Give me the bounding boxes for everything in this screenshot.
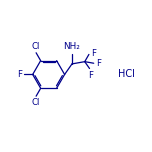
Text: F: F	[96, 59, 101, 68]
Text: F: F	[91, 49, 96, 58]
Text: F: F	[17, 70, 22, 79]
Text: Cl: Cl	[32, 98, 40, 107]
Text: HCl: HCl	[118, 69, 135, 79]
Text: Cl: Cl	[31, 42, 40, 51]
Text: F: F	[88, 71, 93, 80]
Text: NH₂: NH₂	[64, 42, 80, 51]
